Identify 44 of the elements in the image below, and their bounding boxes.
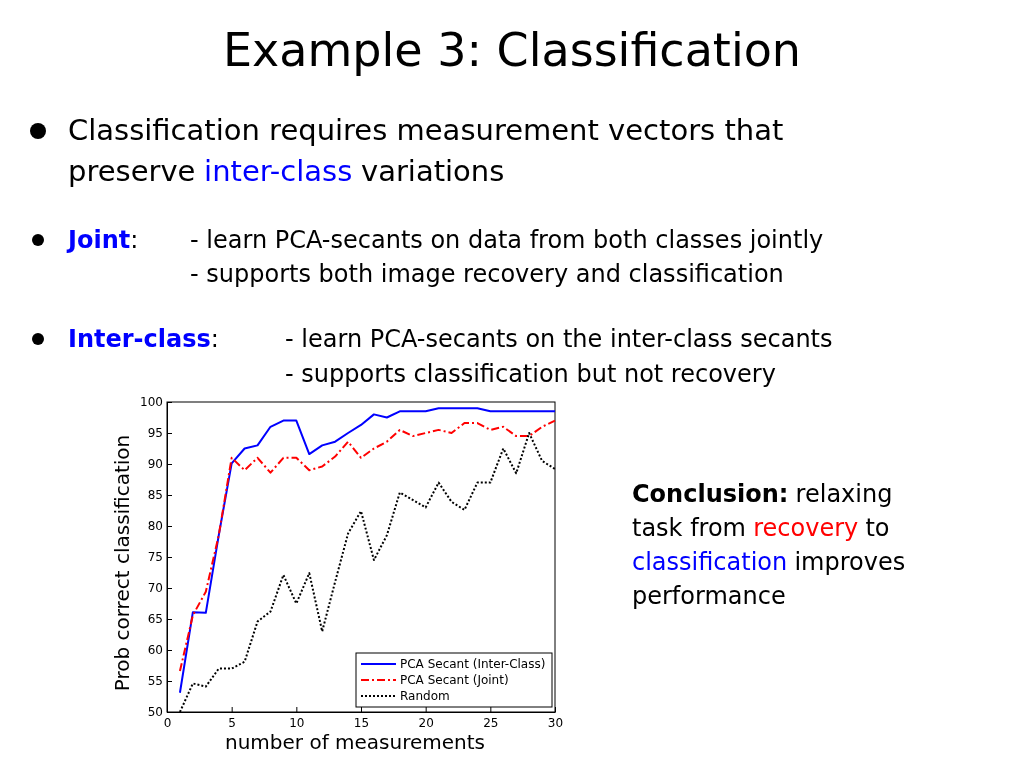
text: inter-class xyxy=(204,154,353,188)
x-tick-label: 5 xyxy=(228,715,236,730)
text: to xyxy=(865,514,890,542)
x-axis-title: number of measurements xyxy=(225,730,485,754)
text: Inter-class xyxy=(68,325,211,353)
y-tick-label: 85 xyxy=(147,488,163,503)
y-tick-label: 50 xyxy=(147,705,163,720)
legend-label: PCA Secant (Joint) xyxy=(400,673,509,687)
x-tick-label: 15 xyxy=(353,715,370,730)
y-tick-label: 75 xyxy=(147,550,163,565)
text: recovery xyxy=(753,514,859,542)
x-tick-label: 20 xyxy=(418,715,434,730)
text: preserve xyxy=(68,154,196,188)
text: : xyxy=(210,325,219,353)
x-tick-label: 25 xyxy=(483,715,499,730)
text: - supports classification but not recovery xyxy=(285,360,776,388)
text: performance xyxy=(632,582,786,610)
text: classification xyxy=(632,548,788,576)
text: - learn PCA-secants on the inter-class secants xyxy=(285,325,833,353)
text: - learn PCA-secants on data from both classes jointly xyxy=(190,226,824,254)
text: task from xyxy=(632,514,746,542)
y-tick-label: 100 xyxy=(140,395,163,410)
chart-title: Example 3: Classification xyxy=(223,23,801,77)
text: improves xyxy=(794,548,906,576)
y-tick-label: 80 xyxy=(147,519,163,534)
text: Joint xyxy=(66,226,131,254)
y-tick-label: 70 xyxy=(147,581,163,596)
y-axis-title: Prob correct classification xyxy=(110,434,134,692)
y-tick-label: 90 xyxy=(147,457,163,472)
legend-label: PCA Secant (Inter-Class) xyxy=(400,657,546,671)
text: Classification requires measurement vectors that xyxy=(68,113,784,147)
x-tick-label: 0 xyxy=(163,715,172,730)
x-tick-label: 30 xyxy=(547,715,564,730)
y-tick-label: 55 xyxy=(147,674,163,689)
text: - supports both image recovery and classification xyxy=(190,260,784,288)
text: : xyxy=(130,226,139,254)
text: Conclusion: xyxy=(632,480,789,508)
text: relaxing xyxy=(795,480,893,508)
y-tick-label: 95 xyxy=(147,426,163,441)
x-tick-label: 10 xyxy=(289,715,305,730)
y-tick-label: 60 xyxy=(147,643,163,658)
y-tick-label: 65 xyxy=(147,612,163,627)
text: variations xyxy=(360,154,505,188)
legend-label: Random xyxy=(400,689,450,703)
